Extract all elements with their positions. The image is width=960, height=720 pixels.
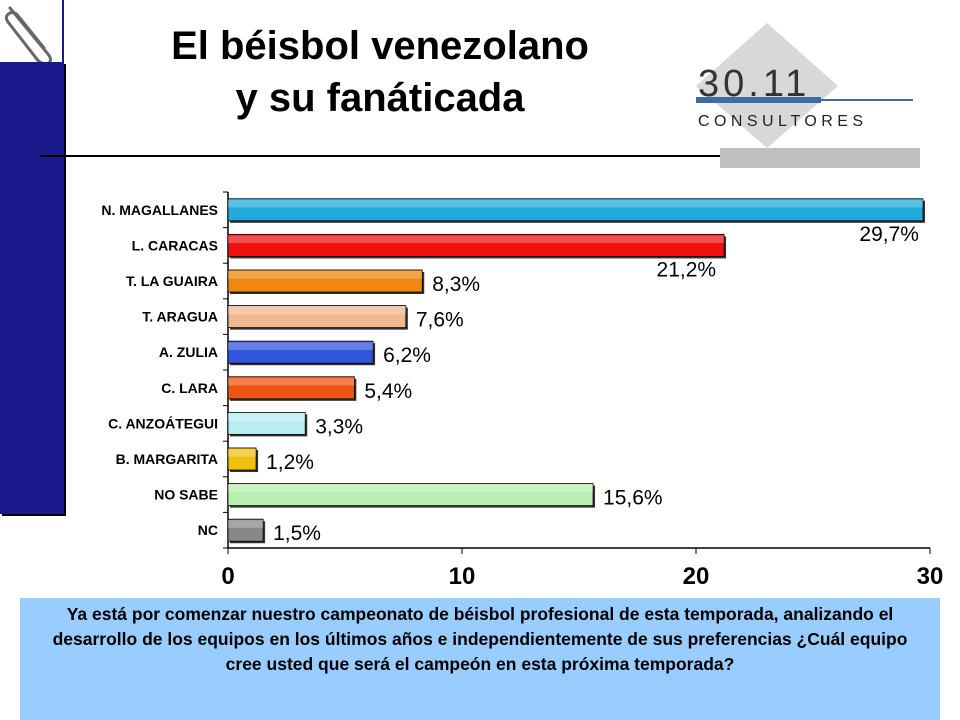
bar-highlight [228, 448, 257, 457]
bar-highlight [228, 413, 306, 422]
category-label: C. ANZOÁTEGUI [108, 415, 218, 431]
value-label: 1,2% [266, 451, 314, 474]
bar-chart: 0 10 20 30 N. MAGALLANES 29,7% L. CARACAS 21,2%… [101, 191, 944, 590]
category-label: T. ARAGUA [142, 309, 218, 325]
bar [227, 340, 374, 364]
value-label: 3,3% [315, 415, 363, 438]
bar [227, 269, 423, 293]
x-tick-label: 30 [917, 563, 944, 590]
logo-word: C O N S U L T O R E S [698, 113, 863, 130]
value-label: 21,2% [657, 258, 717, 281]
value-label: 8,3% [432, 273, 480, 296]
category-label: C. LARA [161, 380, 218, 396]
value-label: 7,6% [416, 309, 464, 332]
x-tick-label: 20 [683, 563, 710, 590]
question-text: Ya está por comenzar nuestro campeonato … [52, 604, 908, 674]
bar [227, 483, 594, 507]
bar [227, 198, 924, 222]
bar [227, 411, 306, 435]
bar [227, 305, 407, 329]
page-title: El béisbol venezolano y su fanáticada [110, 20, 650, 124]
bar [227, 518, 264, 542]
bar [227, 376, 355, 400]
title-line-1: El béisbol venezolano [171, 24, 589, 68]
bar-highlight [228, 377, 355, 386]
bar-highlight [228, 306, 406, 315]
category-label: N. MAGALLANES [101, 202, 218, 218]
category-label: NC [198, 522, 218, 538]
survey-question: Ya está por comenzar nuestro campeonato … [20, 598, 940, 720]
paperclip-box [0, 0, 64, 66]
value-label: 6,2% [383, 344, 431, 367]
category-label: A. ZULIA [159, 344, 218, 360]
category-label: L. CARACAS [132, 237, 218, 253]
paperclip-icon [4, 6, 53, 66]
bar [227, 447, 257, 471]
title-line-2: y su fanáticada [235, 76, 525, 120]
bar [227, 233, 725, 257]
bar-highlight [228, 235, 725, 244]
x-tick-label: 0 [221, 563, 234, 590]
category-label: B. MARGARITA [116, 451, 218, 467]
x-tick-label: 10 [449, 563, 476, 590]
company-logo: 30.11 C O N S U L T O R E S [696, 23, 920, 168]
value-label: 15,6% [603, 487, 663, 510]
bar-highlight [228, 342, 374, 350]
bar-highlight [228, 484, 594, 493]
category-label: NO SABE [154, 487, 218, 503]
logo-number: 30.11 [698, 63, 810, 105]
value-label: 1,5% [273, 522, 321, 545]
value-label: 29,7% [859, 223, 919, 246]
bar-highlight [228, 199, 923, 208]
bar-highlight [228, 270, 423, 279]
title-divider [40, 155, 910, 157]
category-label: T. LA GUAIRA [126, 273, 218, 289]
value-label: 5,4% [364, 380, 412, 403]
sidebar-band [0, 62, 64, 514]
bar-highlight [228, 520, 264, 528]
